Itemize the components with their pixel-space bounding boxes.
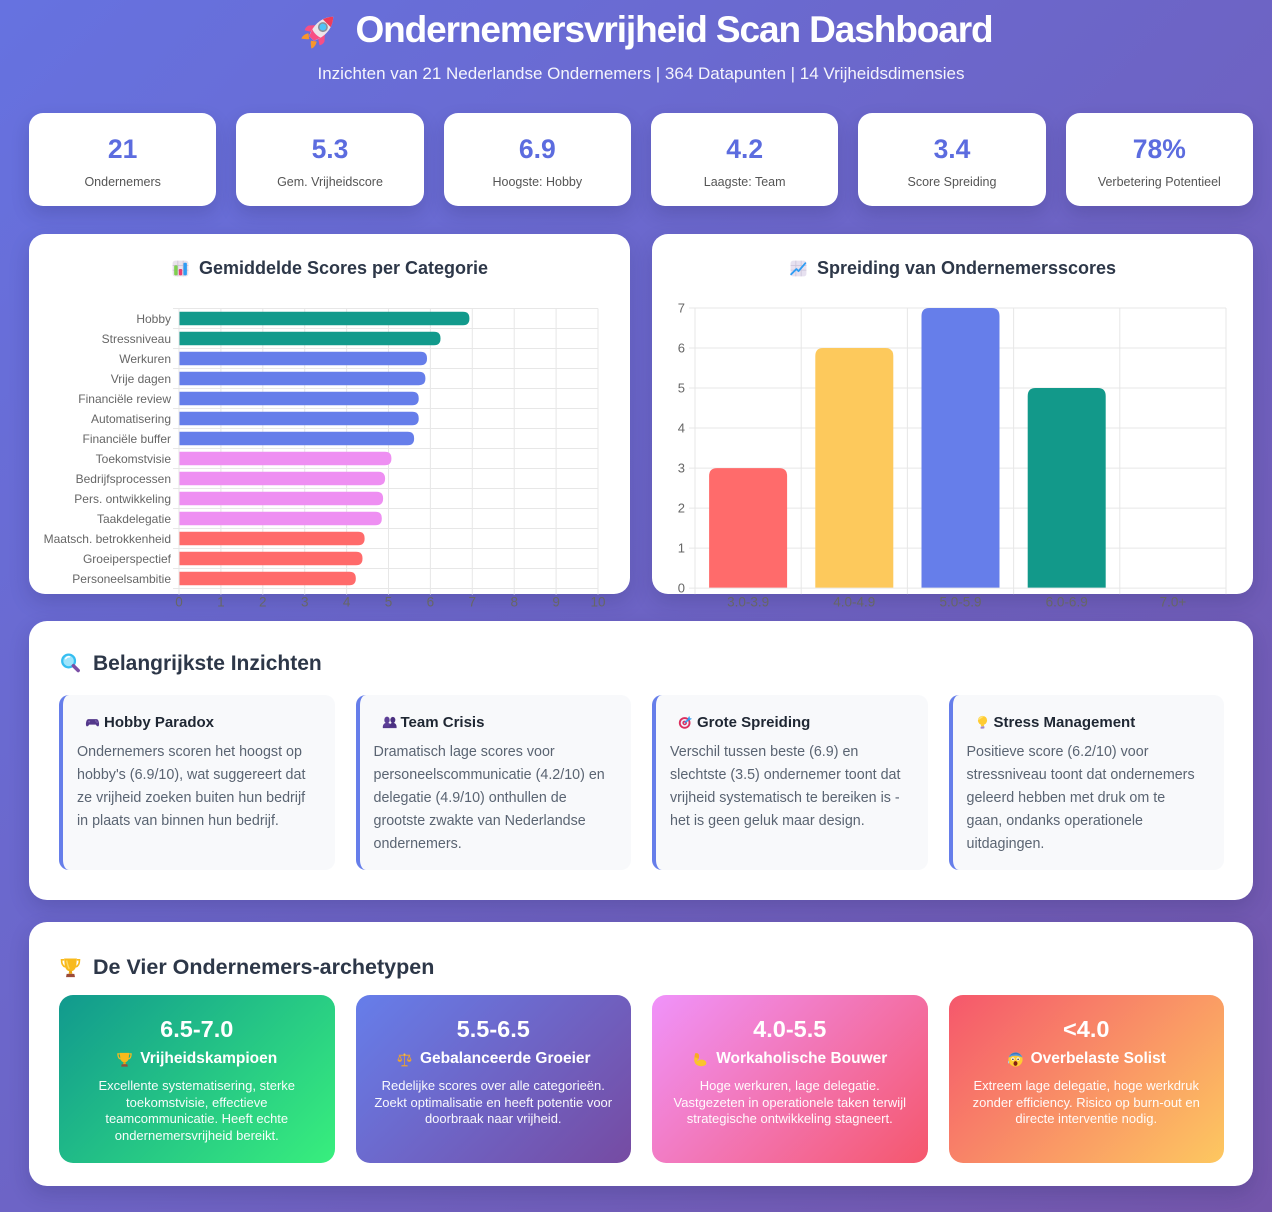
- svg-text:4: 4: [343, 595, 351, 610]
- svg-text:6: 6: [427, 595, 435, 610]
- svg-text:0: 0: [678, 581, 685, 596]
- svg-text:2: 2: [678, 501, 685, 516]
- svg-text:3: 3: [678, 461, 685, 476]
- svg-text:5: 5: [385, 595, 393, 610]
- svg-text:Taakdelegatie: Taakdelegatie: [97, 512, 171, 526]
- svg-text:Maatsch. betrokkenheid: Maatsch. betrokkenheid: [44, 532, 171, 546]
- svg-text:4: 4: [678, 421, 685, 436]
- svg-text:Financiële buffer: Financiële buffer: [83, 432, 172, 446]
- svg-text:10: 10: [590, 595, 605, 610]
- svg-text:1: 1: [678, 541, 685, 556]
- svg-text:7: 7: [469, 595, 477, 610]
- svg-text:7.0+: 7.0+: [1160, 595, 1187, 610]
- svg-text:9: 9: [552, 595, 560, 610]
- svg-text:5: 5: [678, 381, 685, 396]
- svg-text:Werkuren: Werkuren: [119, 352, 171, 366]
- svg-text:Personeelsambitie: Personeelsambitie: [72, 572, 171, 586]
- svg-text:Financiële review: Financiële review: [78, 392, 171, 406]
- svg-text:1: 1: [217, 595, 225, 610]
- svg-text:5.0-5.9: 5.0-5.9: [939, 595, 981, 610]
- svg-text:Automatisering: Automatisering: [91, 412, 171, 426]
- svg-text:0: 0: [175, 595, 183, 610]
- svg-text:3.0-3.9: 3.0-3.9: [727, 595, 769, 610]
- svg-text:7: 7: [678, 301, 685, 316]
- svg-text:2: 2: [259, 595, 267, 610]
- svg-text:Stressniveau: Stressniveau: [102, 332, 171, 346]
- svg-text:4.0-4.9: 4.0-4.9: [833, 595, 875, 610]
- svg-text:Bedrijfsprocessen: Bedrijfsprocessen: [76, 472, 171, 486]
- svg-text:6: 6: [678, 341, 685, 356]
- svg-text:Pers. ontwikkeling: Pers. ontwikkeling: [74, 492, 171, 506]
- svg-text:Groeiperspectief: Groeiperspectief: [83, 552, 172, 566]
- svg-text:3: 3: [301, 595, 309, 610]
- svg-text:Toekomstvisie: Toekomstvisie: [96, 452, 172, 466]
- svg-text:8: 8: [510, 595, 518, 610]
- svg-text:Hobby: Hobby: [136, 312, 171, 326]
- svg-text:Vrije dagen: Vrije dagen: [111, 372, 171, 386]
- svg-text:6.0-6.9: 6.0-6.9: [1046, 595, 1088, 610]
